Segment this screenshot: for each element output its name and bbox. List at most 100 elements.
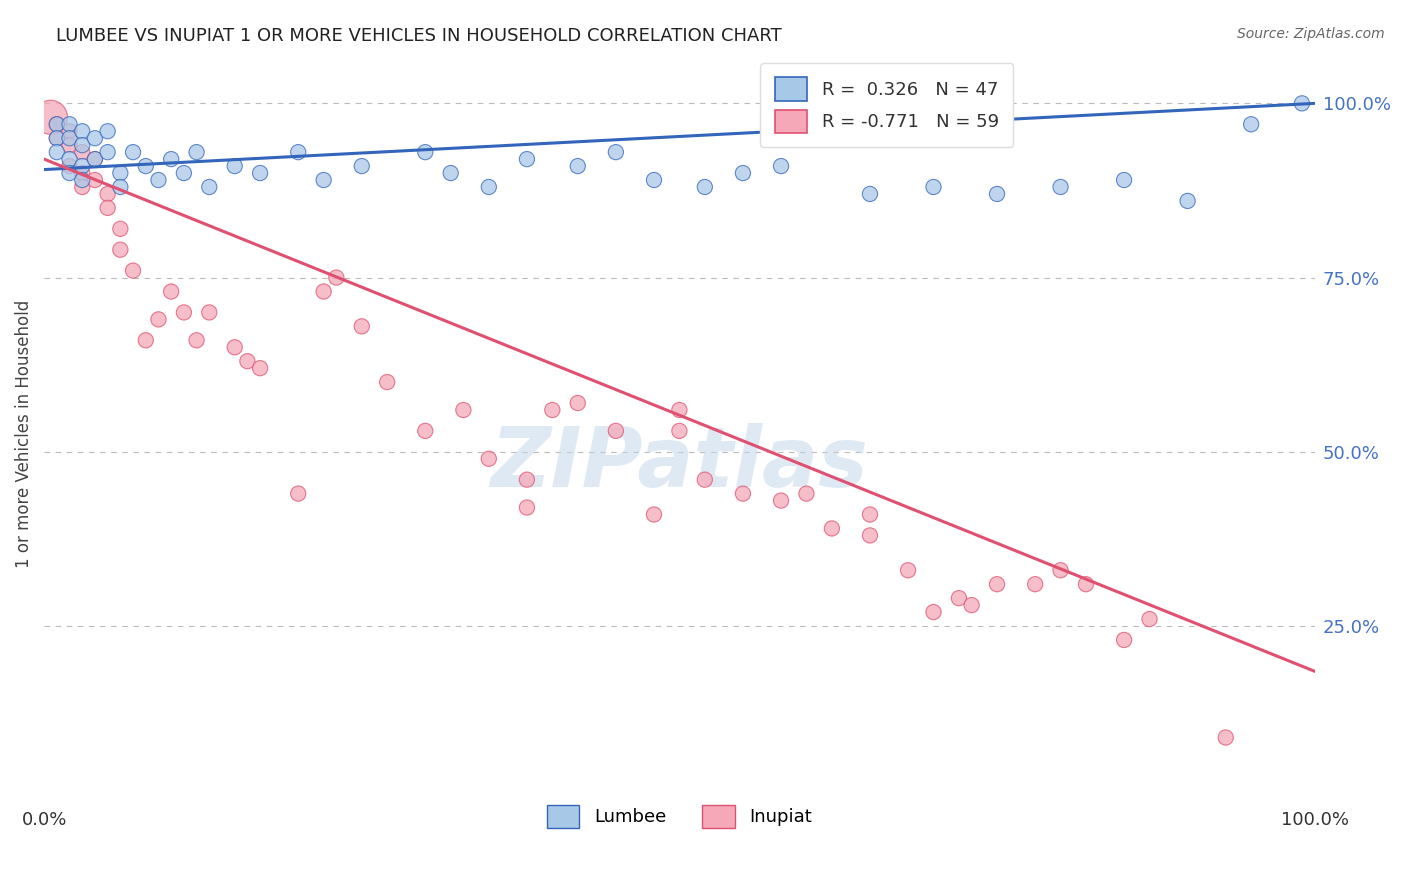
- Point: [39, 111, 62, 125]
- Point: [986, 577, 1008, 591]
- Point: [287, 486, 309, 500]
- Point: [567, 159, 589, 173]
- Point: [160, 152, 183, 166]
- Point: [186, 145, 208, 160]
- Point: [148, 173, 170, 187]
- Point: [70, 145, 93, 160]
- Point: [84, 152, 107, 166]
- Point: [948, 591, 970, 606]
- Point: [567, 396, 589, 410]
- Point: [45, 131, 67, 145]
- Point: [186, 333, 208, 347]
- Point: [110, 166, 132, 180]
- Point: [173, 305, 195, 319]
- Point: [312, 173, 335, 187]
- Text: Source: ZipAtlas.com: Source: ZipAtlas.com: [1237, 27, 1385, 41]
- Point: [516, 473, 538, 487]
- Point: [668, 424, 690, 438]
- Point: [58, 152, 80, 166]
- Point: [84, 152, 107, 166]
- Point: [897, 563, 920, 577]
- Point: [70, 173, 93, 187]
- Point: [148, 312, 170, 326]
- Legend: Lumbee, Inupiat: Lumbee, Inupiat: [540, 797, 820, 835]
- Point: [605, 145, 627, 160]
- Point: [1240, 117, 1263, 131]
- Point: [922, 605, 945, 619]
- Point: [516, 152, 538, 166]
- Point: [643, 173, 665, 187]
- Point: [859, 186, 882, 201]
- Point: [224, 159, 246, 173]
- Y-axis label: 1 or more Vehicles in Household: 1 or more Vehicles in Household: [15, 301, 32, 568]
- Point: [97, 124, 120, 138]
- Point: [453, 403, 475, 417]
- Point: [1112, 173, 1135, 187]
- Point: [1215, 731, 1237, 745]
- Point: [58, 117, 80, 131]
- Point: [960, 598, 983, 612]
- Point: [110, 221, 132, 235]
- Point: [1049, 563, 1071, 577]
- Point: [478, 451, 501, 466]
- Point: [693, 473, 716, 487]
- Point: [922, 180, 945, 194]
- Point: [1024, 577, 1046, 591]
- Point: [821, 521, 844, 535]
- Point: [413, 145, 436, 160]
- Point: [440, 166, 463, 180]
- Point: [84, 173, 107, 187]
- Point: [859, 528, 882, 542]
- Point: [97, 201, 120, 215]
- Point: [770, 159, 793, 173]
- Point: [58, 124, 80, 138]
- Point: [770, 493, 793, 508]
- Point: [413, 424, 436, 438]
- Point: [859, 508, 882, 522]
- Point: [45, 117, 67, 131]
- Point: [198, 305, 221, 319]
- Point: [97, 186, 120, 201]
- Point: [135, 333, 157, 347]
- Point: [986, 186, 1008, 201]
- Point: [70, 159, 93, 173]
- Text: ZIPatlas: ZIPatlas: [491, 423, 869, 504]
- Point: [97, 145, 120, 160]
- Point: [516, 500, 538, 515]
- Point: [110, 243, 132, 257]
- Point: [350, 159, 373, 173]
- Point: [45, 131, 67, 145]
- Point: [122, 263, 145, 277]
- Point: [731, 166, 754, 180]
- Point: [478, 180, 501, 194]
- Point: [122, 145, 145, 160]
- Point: [249, 166, 271, 180]
- Point: [84, 131, 107, 145]
- Point: [796, 486, 818, 500]
- Point: [1074, 577, 1097, 591]
- Text: LUMBEE VS INUPIAT 1 OR MORE VEHICLES IN HOUSEHOLD CORRELATION CHART: LUMBEE VS INUPIAT 1 OR MORE VEHICLES IN …: [56, 27, 782, 45]
- Point: [1291, 96, 1313, 111]
- Point: [1049, 180, 1071, 194]
- Point: [541, 403, 564, 417]
- Point: [110, 180, 132, 194]
- Point: [70, 180, 93, 194]
- Point: [70, 124, 93, 138]
- Point: [58, 131, 80, 145]
- Point: [605, 424, 627, 438]
- Point: [287, 145, 309, 160]
- Point: [58, 138, 80, 153]
- Point: [1177, 194, 1199, 208]
- Point: [731, 486, 754, 500]
- Point: [668, 403, 690, 417]
- Point: [1139, 612, 1161, 626]
- Point: [135, 159, 157, 173]
- Point: [198, 180, 221, 194]
- Point: [58, 166, 80, 180]
- Point: [173, 166, 195, 180]
- Point: [1112, 632, 1135, 647]
- Point: [693, 180, 716, 194]
- Point: [236, 354, 259, 368]
- Point: [312, 285, 335, 299]
- Point: [70, 166, 93, 180]
